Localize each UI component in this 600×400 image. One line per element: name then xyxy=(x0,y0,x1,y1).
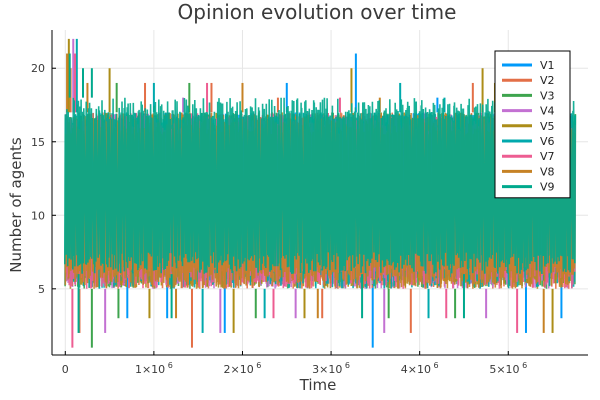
series-trace xyxy=(64,97,577,275)
x-tick-exponent: 6 xyxy=(254,361,262,370)
x-tick-label: 4×10 6 xyxy=(401,361,439,376)
legend-label: V3 xyxy=(540,89,555,102)
series-v9 xyxy=(64,53,577,333)
x-tick-label: 5×10 6 xyxy=(489,361,527,376)
x-tick-label: 3×10 6 xyxy=(312,361,350,376)
tick-labels: 0 1×10 6 2×10 6 3×10 6 4×10 6 5×10 6 5 10 15 20 xyxy=(31,62,527,376)
x-tick-exponent: 6 xyxy=(165,361,173,370)
x-tick-exponent: 6 xyxy=(342,361,350,370)
legend-label: V5 xyxy=(540,120,555,133)
plot-series xyxy=(64,38,577,348)
legend-item-v2[interactable]: V2 xyxy=(502,74,555,87)
x-tick-exponent: 6 xyxy=(431,361,439,370)
y-tick-label: 10 xyxy=(31,209,45,222)
legend-item-v1[interactable]: V1 xyxy=(502,59,555,72)
legend-item-v3[interactable]: V3 xyxy=(502,89,555,102)
x-tick-label: 2×10 6 xyxy=(224,361,262,376)
x-axis-label: Time xyxy=(299,376,337,394)
chart-title: Opinion evolution over time xyxy=(178,0,457,24)
legend-label: V8 xyxy=(540,165,555,178)
x-tick-exponent: 6 xyxy=(520,361,528,370)
legend-label: V6 xyxy=(540,135,555,148)
axes xyxy=(51,30,588,356)
legend-label: V1 xyxy=(540,59,555,72)
x-tick-label: 0 xyxy=(62,363,69,376)
legend[interactable]: V1 V2 V3 V4 V5 V6 V7 V8 V9 xyxy=(494,50,571,199)
y-tick-label: 20 xyxy=(31,62,45,75)
legend-label: V9 xyxy=(540,181,555,194)
y-tick-label: 5 xyxy=(38,283,45,296)
legend-label: V4 xyxy=(540,105,555,118)
y-axis-label: Number of agents xyxy=(7,137,25,273)
legend-item-v5[interactable]: V5 xyxy=(502,120,555,133)
y-tick-label: 15 xyxy=(31,136,45,149)
legend-item-v9[interactable]: V9 xyxy=(502,181,555,194)
x-tick-label: 1×10 6 xyxy=(135,361,173,376)
legend-item-v8[interactable]: V8 xyxy=(502,165,555,178)
legend-label: V7 xyxy=(540,150,555,163)
legend-item-v7[interactable]: V7 xyxy=(502,150,555,163)
legend-item-v6[interactable]: V6 xyxy=(502,135,555,148)
legend-item-v4[interactable]: V4 xyxy=(502,105,555,118)
legend-label: V2 xyxy=(540,74,555,87)
